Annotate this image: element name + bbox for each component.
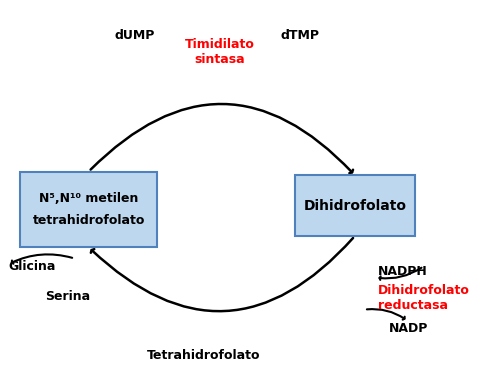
Text: dUMP: dUMP xyxy=(114,29,155,42)
Text: Glicina: Glicina xyxy=(8,259,56,273)
Text: Tetrahidrofolato: Tetrahidrofolato xyxy=(147,349,260,362)
FancyBboxPatch shape xyxy=(295,175,415,236)
Text: Timidilato
sintasa: Timidilato sintasa xyxy=(185,38,254,66)
Text: N⁵,N¹⁰ metilen: N⁵,N¹⁰ metilen xyxy=(39,192,139,205)
Text: tetrahidrofolato: tetrahidrofolato xyxy=(33,214,145,227)
Text: Dihidrofolato: Dihidrofolato xyxy=(303,199,406,213)
Text: NADPH: NADPH xyxy=(378,265,428,278)
FancyBboxPatch shape xyxy=(20,171,157,247)
Text: NADP: NADP xyxy=(389,322,429,335)
Text: dTMP: dTMP xyxy=(280,29,319,42)
Text: Serina: Serina xyxy=(45,290,90,303)
Text: Dihidrofolato
reductasa: Dihidrofolato reductasa xyxy=(378,284,470,312)
